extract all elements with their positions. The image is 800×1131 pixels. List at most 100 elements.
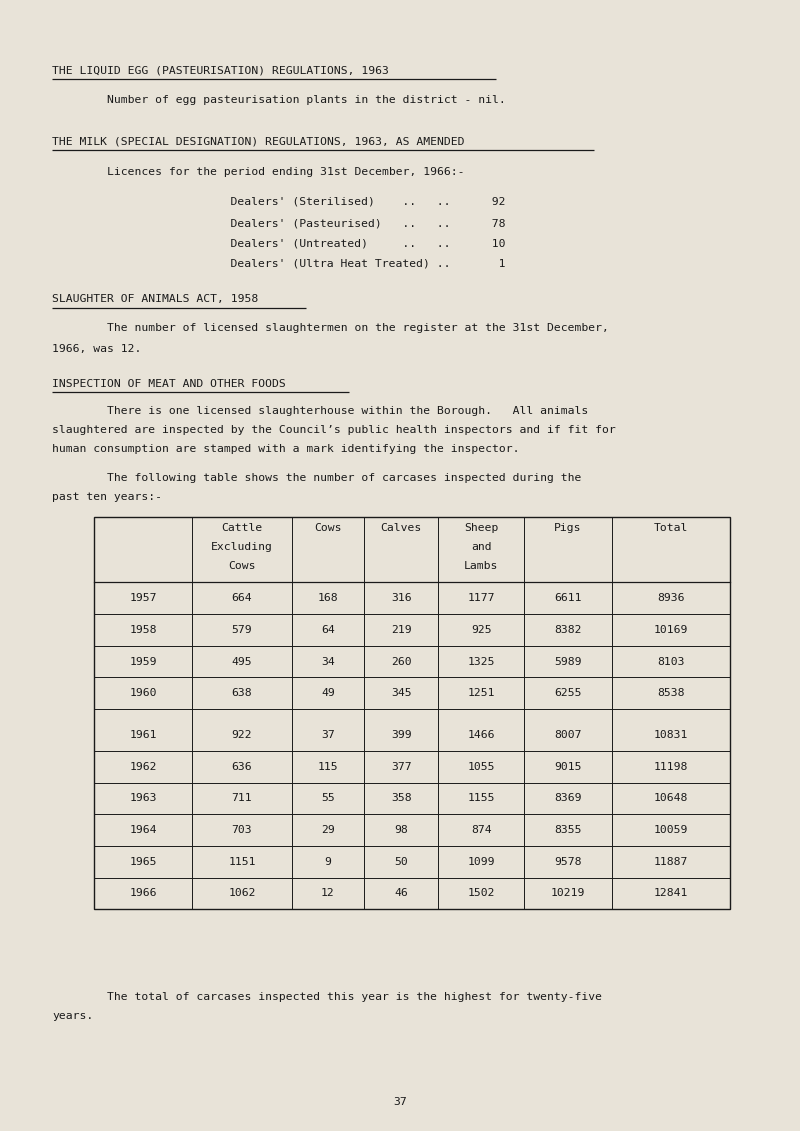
Text: 219: 219 bbox=[391, 625, 411, 634]
Text: 377: 377 bbox=[391, 762, 411, 771]
Text: 399: 399 bbox=[391, 731, 411, 740]
Text: 98: 98 bbox=[394, 826, 408, 835]
Text: 10648: 10648 bbox=[654, 794, 688, 803]
Text: The total of carcases inspected this year is the highest for twenty-five: The total of carcases inspected this yea… bbox=[52, 992, 602, 1002]
Text: 5989: 5989 bbox=[554, 657, 582, 666]
Text: 1958: 1958 bbox=[130, 625, 157, 634]
Text: 1177: 1177 bbox=[467, 594, 495, 603]
Text: 358: 358 bbox=[391, 794, 411, 803]
Text: 874: 874 bbox=[471, 826, 491, 835]
Text: 8103: 8103 bbox=[657, 657, 685, 666]
Text: 11198: 11198 bbox=[654, 762, 688, 771]
Text: 9015: 9015 bbox=[554, 762, 582, 771]
Text: 1962: 1962 bbox=[130, 762, 157, 771]
Text: Sheep: Sheep bbox=[464, 524, 498, 533]
Text: 1965: 1965 bbox=[130, 857, 157, 866]
Text: 711: 711 bbox=[232, 794, 252, 803]
Text: 638: 638 bbox=[232, 689, 252, 698]
Text: Dealers' (Untreated)     ..   ..      10: Dealers' (Untreated) .. .. 10 bbox=[148, 239, 506, 249]
Text: 55: 55 bbox=[321, 794, 335, 803]
Bar bbox=[94, 517, 730, 909]
Text: 579: 579 bbox=[232, 625, 252, 634]
Text: 1151: 1151 bbox=[228, 857, 256, 866]
Text: 1963: 1963 bbox=[130, 794, 157, 803]
Text: Dealers' (Pasteurised)   ..   ..      78: Dealers' (Pasteurised) .. .. 78 bbox=[148, 218, 506, 228]
Text: 29: 29 bbox=[321, 826, 335, 835]
Text: 37: 37 bbox=[321, 731, 335, 740]
Text: past ten years:-: past ten years:- bbox=[52, 492, 162, 502]
Text: 115: 115 bbox=[318, 762, 338, 771]
Text: 1055: 1055 bbox=[467, 762, 495, 771]
Text: 922: 922 bbox=[232, 731, 252, 740]
Text: 260: 260 bbox=[391, 657, 411, 666]
Text: The following table shows the number of carcases inspected during the: The following table shows the number of … bbox=[52, 473, 582, 483]
Text: Total: Total bbox=[654, 524, 688, 533]
Text: Dealers' (Sterilised)    ..   ..      92: Dealers' (Sterilised) .. .. 92 bbox=[148, 197, 506, 207]
Text: 703: 703 bbox=[232, 826, 252, 835]
Text: Number of egg pasteurisation plants in the district - nil.: Number of egg pasteurisation plants in t… bbox=[52, 95, 506, 105]
Text: 1251: 1251 bbox=[467, 689, 495, 698]
Text: Lambs: Lambs bbox=[464, 561, 498, 571]
Text: Licences for the period ending 31st December, 1966:-: Licences for the period ending 31st Dece… bbox=[52, 167, 465, 178]
Text: 1961: 1961 bbox=[130, 731, 157, 740]
Text: Cattle: Cattle bbox=[222, 524, 262, 533]
Text: Cows: Cows bbox=[228, 561, 256, 571]
Text: 1099: 1099 bbox=[467, 857, 495, 866]
Text: 8355: 8355 bbox=[554, 826, 582, 835]
Text: and: and bbox=[471, 542, 491, 552]
Text: 1966: 1966 bbox=[130, 889, 157, 898]
Text: 11887: 11887 bbox=[654, 857, 688, 866]
Text: SLAUGHTER OF ANIMALS ACT, 1958: SLAUGHTER OF ANIMALS ACT, 1958 bbox=[52, 294, 258, 304]
Text: THE MILK (SPECIAL DESIGNATION) REGULATIONS, 1963, AS AMENDED: THE MILK (SPECIAL DESIGNATION) REGULATIO… bbox=[52, 137, 465, 147]
Text: 34: 34 bbox=[321, 657, 335, 666]
Text: Dealers' (Ultra Heat Treated) ..       1: Dealers' (Ultra Heat Treated) .. 1 bbox=[148, 259, 506, 269]
Text: 636: 636 bbox=[232, 762, 252, 771]
Text: 50: 50 bbox=[394, 857, 408, 866]
Text: 8936: 8936 bbox=[657, 594, 685, 603]
Text: 64: 64 bbox=[321, 625, 335, 634]
Text: 1957: 1957 bbox=[130, 594, 157, 603]
Text: 495: 495 bbox=[232, 657, 252, 666]
Text: 49: 49 bbox=[321, 689, 335, 698]
Text: 6255: 6255 bbox=[554, 689, 582, 698]
Text: Pigs: Pigs bbox=[554, 524, 582, 533]
Text: INSPECTION OF MEAT AND OTHER FOODS: INSPECTION OF MEAT AND OTHER FOODS bbox=[52, 379, 286, 389]
Text: The number of licensed slaughtermen on the register at the 31st December,: The number of licensed slaughtermen on t… bbox=[52, 323, 609, 334]
Text: 10831: 10831 bbox=[654, 731, 688, 740]
Text: 8538: 8538 bbox=[657, 689, 685, 698]
Text: 1959: 1959 bbox=[130, 657, 157, 666]
Text: 1062: 1062 bbox=[228, 889, 256, 898]
Text: There is one licensed slaughterhouse within the Borough.   All animals: There is one licensed slaughterhouse wit… bbox=[52, 406, 588, 416]
Text: 46: 46 bbox=[394, 889, 408, 898]
Text: 6611: 6611 bbox=[554, 594, 582, 603]
Text: THE LIQUID EGG (PASTEURISATION) REGULATIONS, 1963: THE LIQUID EGG (PASTEURISATION) REGULATI… bbox=[52, 66, 389, 76]
Text: 316: 316 bbox=[391, 594, 411, 603]
Text: 1964: 1964 bbox=[130, 826, 157, 835]
Text: 1966, was 12.: 1966, was 12. bbox=[52, 344, 142, 354]
Text: 8369: 8369 bbox=[554, 794, 582, 803]
Text: 12841: 12841 bbox=[654, 889, 688, 898]
Text: 664: 664 bbox=[232, 594, 252, 603]
Text: 10059: 10059 bbox=[654, 826, 688, 835]
Text: 1325: 1325 bbox=[467, 657, 495, 666]
Text: 10169: 10169 bbox=[654, 625, 688, 634]
Text: Excluding: Excluding bbox=[211, 542, 273, 552]
Text: 1466: 1466 bbox=[467, 731, 495, 740]
Text: 9578: 9578 bbox=[554, 857, 582, 866]
Text: 1502: 1502 bbox=[467, 889, 495, 898]
Text: 1960: 1960 bbox=[130, 689, 157, 698]
Text: 12: 12 bbox=[321, 889, 335, 898]
Text: 8007: 8007 bbox=[554, 731, 582, 740]
Text: years.: years. bbox=[52, 1011, 94, 1021]
Text: human consumption are stamped with a mark identifying the inspector.: human consumption are stamped with a mar… bbox=[52, 444, 519, 455]
Text: Calves: Calves bbox=[381, 524, 422, 533]
Text: 9: 9 bbox=[325, 857, 331, 866]
Text: 925: 925 bbox=[471, 625, 491, 634]
Text: Cows: Cows bbox=[314, 524, 342, 533]
Text: 8382: 8382 bbox=[554, 625, 582, 634]
Text: 345: 345 bbox=[391, 689, 411, 698]
Text: 37: 37 bbox=[393, 1097, 407, 1107]
Text: 1155: 1155 bbox=[467, 794, 495, 803]
Text: slaughtered are inspected by the Council’s public health inspectors and if fit f: slaughtered are inspected by the Council… bbox=[52, 425, 616, 435]
Text: 168: 168 bbox=[318, 594, 338, 603]
